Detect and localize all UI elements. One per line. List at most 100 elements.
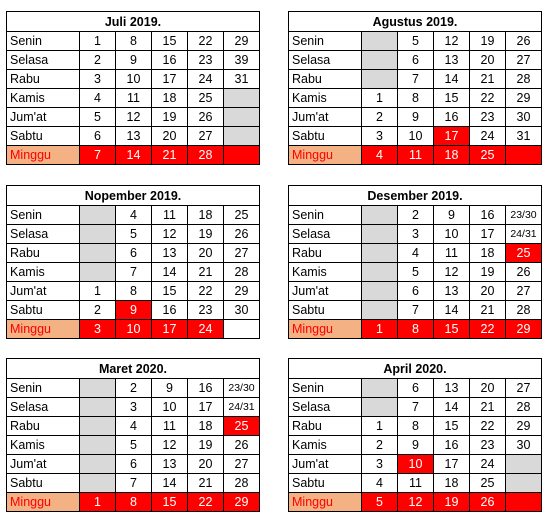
date-cell: 9 (115, 50, 152, 70)
date-cell: 4 (79, 88, 116, 108)
date-cell: 15 (151, 31, 188, 51)
day-label: Minggu (6, 319, 80, 339)
week-row: Sabtu 2 9 16 23 30 (6, 300, 260, 320)
date-cell: 13 (151, 243, 188, 263)
date-cell: 16 (151, 50, 188, 70)
date-cell: 4 (361, 473, 398, 493)
day-label: Senin (288, 378, 362, 398)
date-cell: 22 (187, 31, 224, 51)
date-cell: 22 (469, 88, 506, 108)
empty-date-cell (223, 319, 260, 339)
date-cell: 20 (187, 243, 224, 263)
calendar-agustus-2019: Agustus 2019. Senin 5 12 19 26 Selasa 6 13 20 27 Ra… (288, 11, 542, 165)
date-cell: 6 (115, 243, 152, 263)
date-cell: 26 (223, 224, 260, 244)
date-cell: 9 (397, 107, 434, 127)
date-cell: 27 (223, 454, 260, 474)
empty-date-cell (505, 145, 542, 165)
date-cell: 12 (151, 224, 188, 244)
holiday-date-cell: 15 (151, 492, 188, 512)
date-cell: 14 (151, 262, 188, 282)
week-row: Senin 2 9 16 23/30 (6, 378, 260, 398)
date-cell: 23/30 (223, 378, 260, 398)
date-cell: 6 (115, 454, 152, 474)
date-cell: 23 (187, 300, 224, 320)
date-cell: 28 (505, 69, 542, 89)
calendar-title: Maret 2020. (6, 358, 260, 379)
date-cell: 16 (187, 378, 224, 398)
date-cell: 1 (361, 88, 398, 108)
day-label: Senin (6, 378, 80, 398)
week-row: Selasa 5 12 19 26 (6, 224, 260, 244)
date-cell: 24 (187, 69, 224, 89)
empty-date-cell (505, 473, 542, 493)
holiday-date-cell: 10 (397, 454, 434, 474)
empty-date-cell (361, 378, 398, 398)
day-label: Rabu (288, 243, 362, 263)
date-cell: 1 (79, 281, 116, 301)
week-row: Kamis 1 8 15 22 29 (288, 88, 542, 108)
date-cell: 2 (79, 300, 116, 320)
empty-date-cell (361, 50, 398, 70)
holiday-date-cell: 29 (223, 492, 260, 512)
empty-date-cell (361, 262, 398, 282)
date-cell: 28 (223, 262, 260, 282)
date-cell: 26 (187, 107, 224, 127)
empty-date-cell (361, 243, 398, 263)
day-label: Jum'at (288, 107, 362, 127)
date-cell: 22 (469, 416, 506, 436)
holiday-date-cell: 21 (151, 145, 188, 165)
day-label: Minggu (288, 145, 362, 165)
day-label: Kamis (288, 262, 362, 282)
week-row: Senin 5 12 19 26 (288, 31, 542, 51)
empty-date-cell (79, 435, 116, 455)
day-label: Rabu (6, 416, 80, 436)
holiday-date-cell: 11 (397, 145, 434, 165)
date-cell: 7 (115, 262, 152, 282)
date-cell: 5 (397, 31, 434, 51)
date-cell: 6 (397, 378, 434, 398)
day-label: Selasa (6, 397, 80, 417)
holiday-date-cell: 28 (187, 145, 224, 165)
holiday-date-cell: 29 (505, 319, 542, 339)
day-label: Sabtu (288, 126, 362, 146)
holiday-date-cell: 26 (469, 492, 506, 512)
holiday-date-cell: 7 (79, 145, 116, 165)
holiday-date-cell: 25 (505, 243, 542, 263)
date-cell: 9 (151, 378, 188, 398)
day-label: Kamis (288, 435, 362, 455)
week-row: Rabu 6 13 20 27 (6, 243, 260, 263)
week-row: Minggu 4 11 18 25 (288, 145, 542, 165)
date-cell: 5 (115, 435, 152, 455)
holiday-date-cell: 9 (115, 300, 152, 320)
empty-date-cell (223, 88, 260, 108)
date-cell: 15 (151, 281, 188, 301)
week-row: Kamis 5 12 19 26 (6, 435, 260, 455)
date-cell: 30 (223, 300, 260, 320)
holiday-date-cell: 12 (397, 492, 434, 512)
empty-date-cell (361, 224, 398, 244)
day-label: Jum'at (288, 454, 362, 474)
holiday-date-cell: 1 (361, 319, 398, 339)
holiday-date-cell: 5 (361, 492, 398, 512)
week-row: Jum'at 6 13 20 27 (288, 281, 542, 301)
calendar-title: April 2020. (288, 358, 542, 379)
date-cell: 25 (187, 88, 224, 108)
date-cell: 25 (223, 205, 260, 225)
date-cell: 21 (187, 473, 224, 493)
date-cell: 17 (433, 454, 470, 474)
empty-date-cell (361, 300, 398, 320)
date-cell: 27 (187, 126, 224, 146)
week-row: Rabu 1 8 15 22 29 (288, 416, 542, 436)
date-cell: 13 (433, 378, 470, 398)
date-cell: 29 (223, 281, 260, 301)
date-cell: 15 (433, 88, 470, 108)
date-cell: 39 (223, 50, 260, 70)
day-label: Selasa (6, 50, 80, 70)
day-label: Selasa (288, 397, 362, 417)
day-label: Senin (6, 31, 80, 51)
day-label: Selasa (288, 224, 362, 244)
date-cell: 2 (361, 107, 398, 127)
date-cell: 1 (79, 31, 116, 51)
empty-date-cell (79, 397, 116, 417)
